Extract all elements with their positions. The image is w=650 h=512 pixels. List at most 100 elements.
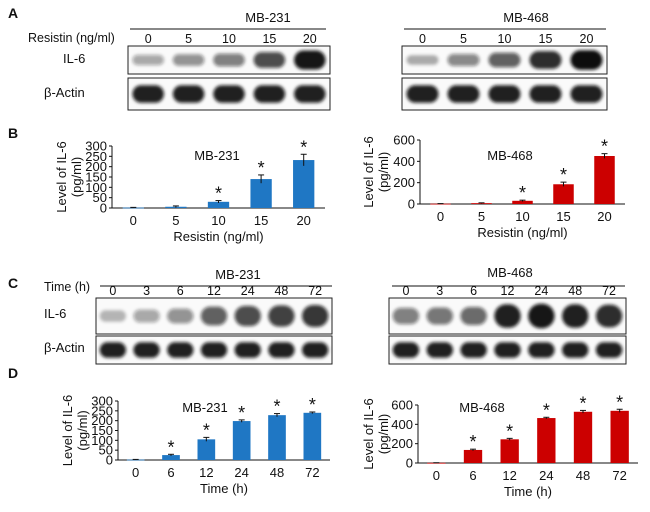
y-tick-label: 300	[91, 394, 113, 409]
il6-band	[447, 53, 480, 67]
actin-band	[528, 342, 555, 358]
y-tick-label: 200	[393, 175, 415, 190]
x-axis-label: Resistin (ng/ml)	[477, 225, 567, 240]
lane-label: 12	[501, 284, 515, 298]
bar	[430, 203, 451, 205]
lane-label: 72	[308, 284, 322, 298]
lane-label: 10	[222, 32, 236, 46]
il6-band	[460, 307, 487, 325]
band-label-il6: IL-6	[63, 51, 85, 66]
y-tick-label: 0	[100, 201, 107, 216]
y-tick-label: 200	[391, 436, 413, 451]
x-tick-label: 10	[211, 213, 225, 228]
significance-star: *	[300, 137, 307, 157]
lane-label: 24	[534, 284, 548, 298]
significance-star: *	[579, 393, 586, 413]
bar	[126, 459, 145, 461]
y-tick-label: 0	[406, 456, 413, 471]
actin-band	[133, 342, 160, 358]
x-tick-label: 72	[305, 465, 319, 480]
x-tick-label: 0	[132, 465, 139, 480]
chart-inner-title: MB-468	[487, 148, 533, 163]
actin-band	[570, 85, 603, 103]
cell-line-label: MB-231	[245, 10, 291, 25]
il6-band	[172, 54, 205, 66]
x-tick-label: 24	[539, 468, 553, 483]
significance-star: *	[560, 165, 567, 185]
bar	[122, 207, 144, 209]
significance-star: *	[616, 392, 623, 412]
bar	[232, 421, 251, 460]
blot-bands	[132, 50, 326, 103]
lane-labels: 0 5 10 15 20	[145, 32, 317, 46]
il6-band	[301, 305, 329, 327]
y-axis-label: Level of IL-6(pg/ml)	[60, 395, 90, 467]
il6-band	[426, 307, 453, 325]
lane-label: 5	[185, 32, 192, 46]
lane-label: 10	[498, 32, 512, 46]
y-tick-label: 0	[106, 453, 113, 468]
x-tick-label: 12	[502, 468, 516, 483]
il6-band	[133, 309, 160, 323]
condition-label: Time (h)	[44, 280, 90, 294]
il6-band	[234, 305, 261, 327]
il6-band	[488, 52, 521, 68]
actin-band	[200, 342, 228, 358]
blot-bands	[392, 303, 623, 358]
lane-label: 48	[568, 284, 582, 298]
chart-d-mb468: 0 200 400 600 0 * 6 * 12 * 24 * 48 * 72 MB-468 Time (h) L…	[361, 392, 638, 499]
y-tick-label: 50	[93, 190, 107, 205]
x-tick-label: 15	[556, 209, 570, 224]
bar	[553, 184, 574, 204]
y-tick-label: 200	[91, 413, 113, 428]
significance-star: *	[601, 137, 608, 157]
lane-label: 12	[207, 284, 221, 298]
il6-band	[99, 310, 127, 322]
chart-d-mb231: 0501001502002503000*6*12*24*48*72MB-231T…	[60, 394, 330, 496]
bar	[512, 200, 533, 204]
x-tick-label: 5	[478, 209, 485, 224]
lane-label: 3	[436, 284, 443, 298]
y-axis-label: Level of IL-6(pg/ml)	[361, 398, 391, 470]
significance-star: *	[519, 183, 526, 203]
il6-band	[253, 52, 286, 68]
actin-band	[447, 85, 480, 103]
actin-band	[529, 85, 562, 103]
panel-letter-c: C	[8, 275, 18, 291]
x-tick-label: 48	[270, 465, 284, 480]
chart-inner-title: MB-231	[182, 400, 228, 415]
il6-band	[268, 305, 295, 327]
actin-band	[392, 342, 420, 358]
actin-band	[172, 85, 205, 103]
panel-letter-a: A	[8, 5, 18, 21]
actin-band	[494, 342, 521, 358]
x-tick-label: 72	[612, 468, 626, 483]
x-tick-label: 0	[130, 213, 137, 228]
x-tick-label: 24	[234, 465, 248, 480]
lane-label: 0	[402, 284, 409, 298]
lane-label: 24	[241, 284, 255, 298]
condition-label: Resistin (ng/ml)	[28, 31, 115, 45]
actin-band	[460, 342, 487, 358]
y-tick-label: 150	[91, 423, 113, 438]
actin-band	[595, 342, 623, 358]
y-tick-label: 300	[85, 139, 107, 154]
lane-labels: 0 3 6 12 24 48 72	[109, 284, 322, 298]
y-axis-label: Level of IL-6(pg/ml)	[54, 141, 84, 213]
significance-star: *	[273, 397, 280, 417]
lane-label: 6	[470, 284, 477, 298]
y-tick-label: 600	[393, 133, 415, 148]
actin-band	[268, 342, 295, 358]
lane-label: 5	[460, 32, 467, 46]
actin-band	[406, 85, 439, 103]
actin-band	[562, 342, 589, 358]
actin-band	[99, 342, 127, 358]
band-label-il6: IL-6	[44, 306, 66, 321]
significance-star: *	[543, 400, 550, 420]
bar	[573, 411, 593, 463]
lane-label: 15	[262, 32, 276, 46]
cell-line-label: MB-231	[215, 267, 261, 282]
panel-letter-b: B	[8, 125, 18, 141]
y-tick-label: 250	[85, 149, 107, 164]
